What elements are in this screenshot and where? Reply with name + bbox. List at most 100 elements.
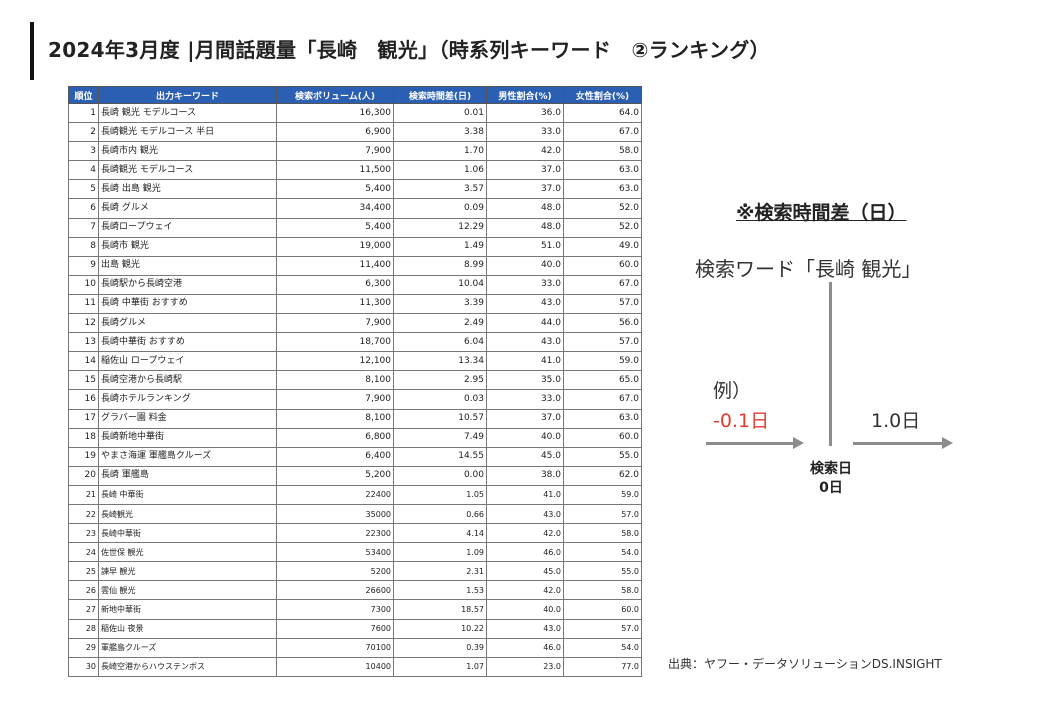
table-row: 22 長崎観光 35000 0.66 43.0 57.0 bbox=[68, 503, 642, 525]
cell-female-ratio: 60.0 bbox=[563, 599, 642, 620]
cell-male-ratio: 37.0 bbox=[486, 408, 564, 429]
cell-search-volume: 10400 bbox=[276, 656, 394, 677]
cell-rank: 10 bbox=[68, 274, 99, 295]
cell-female-ratio: 54.0 bbox=[563, 637, 642, 658]
cell-time-diff: 0.09 bbox=[393, 198, 487, 219]
cell-time-diff: 13.34 bbox=[393, 351, 487, 372]
cell-male-ratio: 51.0 bbox=[486, 236, 564, 257]
cell-time-diff: 10.04 bbox=[393, 274, 487, 295]
cell-male-ratio: 40.0 bbox=[486, 427, 564, 448]
cell-female-ratio: 62.0 bbox=[563, 465, 642, 486]
cell-male-ratio: 43.0 bbox=[486, 503, 564, 525]
cell-female-ratio: 58.0 bbox=[563, 141, 642, 162]
table-row: 13 長崎中華街 おすすめ 18,700 6.04 43.0 57.0 bbox=[68, 332, 642, 353]
cell-rank: 16 bbox=[68, 389, 99, 410]
cell-time-diff: 0.39 bbox=[393, 637, 487, 658]
cell-rank: 8 bbox=[68, 236, 99, 257]
cell-rank: 4 bbox=[68, 160, 99, 181]
cell-time-diff: 14.55 bbox=[393, 446, 487, 467]
cell-keyword: 長崎空港から長崎駅 bbox=[98, 370, 277, 391]
cell-female-ratio: 54.0 bbox=[563, 542, 642, 563]
cell-search-volume: 5,200 bbox=[276, 465, 394, 486]
cell-search-volume: 6,900 bbox=[276, 122, 394, 143]
cell-female-ratio: 55.0 bbox=[563, 446, 642, 467]
cell-keyword: 雲仙 観光 bbox=[98, 580, 277, 601]
cell-male-ratio: 37.0 bbox=[486, 179, 564, 200]
cell-keyword: 長崎 中華街 おすすめ bbox=[98, 293, 277, 315]
table-row: 19 やまさ海運 軍艦島クルーズ 6,400 14.55 45.0 55.0 bbox=[68, 446, 642, 467]
cell-time-diff: 0.00 bbox=[393, 465, 487, 486]
cell-rank: 3 bbox=[68, 141, 99, 162]
cell-male-ratio: 33.0 bbox=[486, 122, 564, 143]
cell-rank: 18 bbox=[68, 427, 99, 448]
table-row: 11 長崎 中華街 おすすめ 11,300 3.39 43.0 57.0 bbox=[68, 293, 642, 315]
cell-time-diff: 1.09 bbox=[393, 542, 487, 563]
cell-rank: 19 bbox=[68, 446, 99, 467]
cell-time-diff: 3.38 bbox=[393, 122, 487, 143]
cell-female-ratio: 57.0 bbox=[563, 293, 642, 315]
cell-keyword: 長崎中華街 bbox=[98, 523, 277, 544]
cell-time-diff: 7.49 bbox=[393, 427, 487, 448]
header-search-volume: 検索ボリューム(人) bbox=[276, 86, 394, 104]
cell-keyword: 長崎新地中華街 bbox=[98, 427, 277, 448]
cell-male-ratio: 42.0 bbox=[486, 141, 564, 162]
cell-male-ratio: 46.0 bbox=[486, 542, 564, 563]
cell-time-diff: 18.57 bbox=[393, 599, 487, 620]
cell-keyword: 長崎空港からハウステンボス bbox=[98, 656, 277, 677]
cell-female-ratio: 63.0 bbox=[563, 179, 642, 200]
cell-rank: 24 bbox=[68, 542, 99, 563]
cell-time-diff: 1.07 bbox=[393, 656, 487, 677]
page-title: 2024年3月度 |月間話題量「長崎 観光」（時系列キーワード ②ランキング） bbox=[48, 38, 770, 62]
cell-male-ratio: 48.0 bbox=[486, 217, 564, 238]
cell-male-ratio: 23.0 bbox=[486, 656, 564, 677]
table-row: 4 長崎観光 モデルコース 11,500 1.06 37.0 63.0 bbox=[68, 160, 642, 181]
table-row: 12 長崎グルメ 7,900 2.49 44.0 56.0 bbox=[68, 313, 642, 334]
cell-keyword: 長崎 中華街 bbox=[98, 484, 277, 505]
cell-keyword: 長崎中華街 おすすめ bbox=[98, 332, 277, 353]
cell-rank: 13 bbox=[68, 332, 99, 353]
cell-keyword: 軍艦島クルーズ bbox=[98, 637, 277, 658]
cell-male-ratio: 43.0 bbox=[486, 332, 564, 353]
table-row: 27 新地中華街 7300 18.57 40.0 60.0 bbox=[68, 599, 642, 620]
cell-rank: 22 bbox=[68, 503, 99, 525]
cell-search-volume: 16,300 bbox=[276, 102, 394, 124]
table-header-row: 順位 出力キーワード 検索ボリューム(人) 検索時間差(日) 男性割合(%) 女… bbox=[68, 86, 642, 104]
cell-keyword: 長崎 グルメ bbox=[98, 198, 277, 219]
table-row: 18 長崎新地中華街 6,800 7.49 40.0 60.0 bbox=[68, 427, 642, 448]
example-label: 例） bbox=[713, 380, 752, 402]
cell-male-ratio: 37.0 bbox=[486, 160, 564, 181]
cell-search-volume: 7,900 bbox=[276, 389, 394, 410]
header-rank: 順位 bbox=[68, 86, 99, 104]
cell-female-ratio: 57.0 bbox=[563, 618, 642, 639]
cell-male-ratio: 35.0 bbox=[486, 370, 564, 391]
cell-keyword: 長崎ロープウェイ bbox=[98, 217, 277, 238]
table-row: 20 長崎 軍艦島 5,200 0.00 38.0 62.0 bbox=[68, 465, 642, 486]
cell-rank: 21 bbox=[68, 484, 99, 505]
cell-search-volume: 22300 bbox=[276, 523, 394, 544]
header-female-ratio: 女性割合(%) bbox=[563, 86, 642, 104]
cell-keyword: 長崎ホテルランキング bbox=[98, 389, 277, 410]
cell-keyword: 長崎 観光 モデルコース bbox=[98, 102, 277, 124]
cell-rank: 28 bbox=[68, 618, 99, 639]
cell-female-ratio: 57.0 bbox=[563, 503, 642, 525]
cell-time-diff: 1.05 bbox=[393, 484, 487, 505]
table-row: 23 長崎中華街 22300 4.14 42.0 58.0 bbox=[68, 523, 642, 544]
search-day-label: 検索日 0日 bbox=[790, 460, 872, 498]
cell-rank: 27 bbox=[68, 599, 99, 620]
cell-male-ratio: 45.0 bbox=[486, 446, 564, 467]
table-row: 21 長崎 中華街 22400 1.05 41.0 59.0 bbox=[68, 484, 642, 505]
cell-male-ratio: 36.0 bbox=[486, 102, 564, 124]
cell-search-volume: 5200 bbox=[276, 561, 394, 582]
table-row: 8 長崎市 観光 19,000 1.49 51.0 49.0 bbox=[68, 236, 642, 257]
cell-female-ratio: 60.0 bbox=[563, 427, 642, 448]
cell-keyword: 長崎市内 観光 bbox=[98, 141, 277, 162]
table-row: 5 長崎 出島 観光 5,400 3.57 37.0 63.0 bbox=[68, 179, 642, 200]
cell-time-diff: 0.66 bbox=[393, 503, 487, 525]
cell-rank: 25 bbox=[68, 561, 99, 582]
cell-keyword: 新地中華街 bbox=[98, 599, 277, 620]
cell-time-diff: 10.57 bbox=[393, 408, 487, 429]
cell-keyword: 稲佐山 夜景 bbox=[98, 618, 277, 639]
cell-female-ratio: 59.0 bbox=[563, 484, 642, 505]
cell-time-diff: 3.39 bbox=[393, 293, 487, 315]
table-row: 1 長崎 観光 モデルコース 16,300 0.01 36.0 64.0 bbox=[68, 102, 642, 124]
